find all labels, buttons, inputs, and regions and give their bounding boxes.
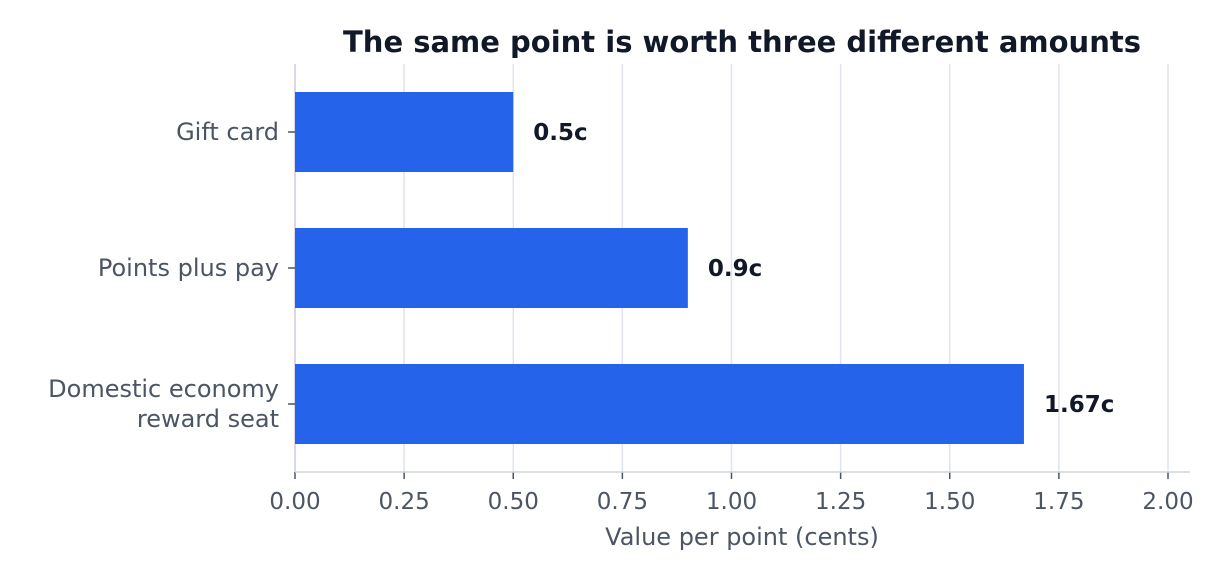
x-tick-label: 0.25 <box>379 489 430 515</box>
y-tick-label-line: Domestic economy <box>48 375 279 403</box>
bar-value-label: 1.67c <box>1044 392 1114 418</box>
y-tick-label: Points plus pay <box>98 254 279 282</box>
y-tick-labels: Gift card Points plus pay Domestic economy… <box>48 118 279 433</box>
bar <box>295 228 688 308</box>
y-tick-label: Gift card <box>176 118 279 146</box>
bar <box>295 92 514 172</box>
y-tick-label-line: reward seat <box>137 405 279 433</box>
y-tick-label: Domestic economy reward seat <box>48 375 279 433</box>
x-axis-label: Value per point (cents) <box>605 523 879 551</box>
x-tick-label: 1.50 <box>924 489 975 515</box>
x-tick-label: 2.00 <box>1142 489 1193 515</box>
chart-title: The same point is worth three different … <box>343 25 1141 59</box>
y-tick-label-line: Gift card <box>176 118 279 146</box>
x-tick-label: 0.75 <box>597 489 648 515</box>
x-tick-label: 1.00 <box>706 489 757 515</box>
x-tick-labels: 0.00 0.25 0.50 0.75 1.00 1.25 1.50 1.75 2.00 <box>269 489 1193 515</box>
bar <box>295 364 1024 444</box>
bar-value-labels: 0.5c 0.9c 1.67c <box>533 120 1114 418</box>
x-tick-label: 1.25 <box>815 489 866 515</box>
x-tick-label: 0.00 <box>269 489 320 515</box>
y-tick-label-line: Points plus pay <box>98 254 279 282</box>
x-tick-label: 0.50 <box>488 489 539 515</box>
bar-value-label: 0.9c <box>708 256 762 282</box>
bars <box>295 92 1024 444</box>
bar-value-label: 0.5c <box>533 120 587 146</box>
x-tick-label: 1.75 <box>1033 489 1084 515</box>
